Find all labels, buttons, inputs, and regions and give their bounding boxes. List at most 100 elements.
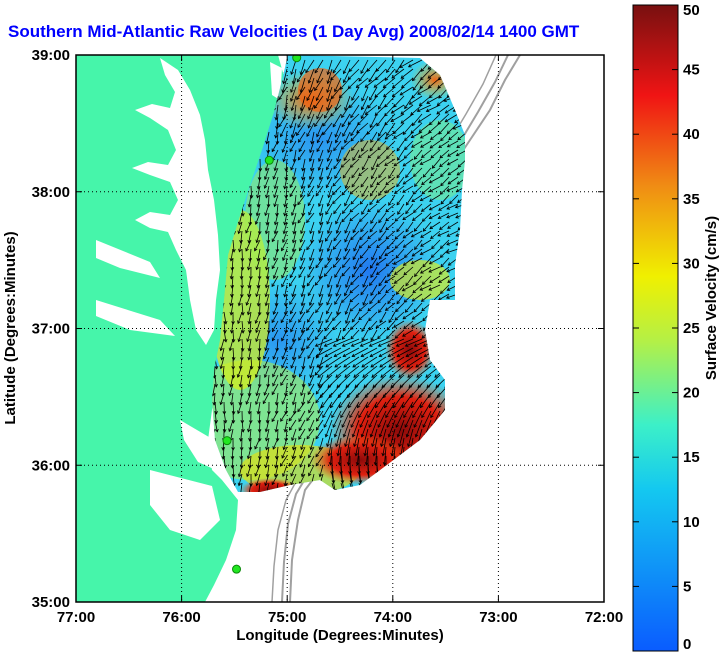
arrow-head xyxy=(264,230,269,235)
velocity-arrow xyxy=(337,437,342,456)
velocity-arrow xyxy=(307,104,315,119)
velocity-arrow xyxy=(308,464,315,476)
velocity-arrow xyxy=(431,239,441,249)
velocity-arrow xyxy=(248,194,252,207)
arrow-head xyxy=(378,282,382,287)
arrow-head xyxy=(291,293,295,298)
velocity-arrow xyxy=(333,239,342,250)
velocity-arrow xyxy=(300,383,306,396)
velocity-arrow xyxy=(393,158,405,167)
velocity-arrow xyxy=(298,104,306,119)
velocity-arrow xyxy=(346,437,351,456)
velocity-arrow xyxy=(406,194,414,206)
velocity-arrow xyxy=(405,347,423,357)
arrow-head xyxy=(407,64,412,68)
velocity-arrow xyxy=(375,392,387,408)
arrow-head xyxy=(394,317,399,321)
velocity-arrow xyxy=(429,194,441,202)
velocity-arrow xyxy=(429,212,441,219)
arrow-head xyxy=(325,238,329,242)
velocity-arrow xyxy=(437,113,450,125)
velocity-arrow xyxy=(293,257,297,270)
arrow-head xyxy=(306,97,310,101)
arrow-head xyxy=(452,108,457,112)
arrow-head xyxy=(440,263,444,268)
arrow-head xyxy=(386,335,390,340)
arrow-head xyxy=(359,263,363,268)
arrow-head xyxy=(317,410,321,414)
velocity-arrow xyxy=(221,374,225,387)
velocity-arrow xyxy=(440,239,450,249)
arrow-head xyxy=(343,292,348,297)
velocity-arrow xyxy=(331,86,342,99)
arrow-head xyxy=(272,275,277,279)
arrow-head xyxy=(379,229,383,234)
arrow-head xyxy=(420,144,424,148)
velocity-arrow xyxy=(285,428,288,441)
arrow-head xyxy=(343,364,347,368)
velocity-arrow xyxy=(273,167,279,180)
arrow-head xyxy=(440,182,444,187)
velocity-arrow xyxy=(333,257,342,268)
arrow-head xyxy=(378,255,383,260)
arrow-head xyxy=(280,319,285,324)
arrow-head xyxy=(414,246,418,251)
velocity-arrow xyxy=(232,401,235,415)
velocity-arrow xyxy=(397,149,405,161)
velocity-arrow xyxy=(284,419,288,432)
arrow-head xyxy=(387,433,392,438)
arrow-head xyxy=(390,118,395,123)
arrow-head xyxy=(406,364,410,368)
velocity-arrow xyxy=(231,284,234,297)
velocity-arrow xyxy=(369,113,378,128)
velocity-arrow xyxy=(377,203,387,213)
arrow-head xyxy=(402,189,406,193)
velocity-arrow xyxy=(314,365,324,376)
x-tick-label: 73:00 xyxy=(479,609,517,626)
velocity-arrow xyxy=(344,194,351,206)
arrow-head xyxy=(396,433,401,438)
arrow-head xyxy=(437,404,442,409)
arrow-head xyxy=(359,273,364,277)
arrow-head xyxy=(402,262,407,266)
velocity-arrow xyxy=(265,257,270,270)
velocity-arrow xyxy=(315,383,324,395)
arrow-head xyxy=(399,92,404,96)
velocity-arrow xyxy=(326,131,333,144)
velocity-arrow xyxy=(388,167,396,179)
arrow-head xyxy=(345,320,349,325)
arrow-head xyxy=(388,202,392,206)
velocity-arrow xyxy=(369,338,387,347)
velocity-arrow xyxy=(446,212,459,218)
velocity-arrow xyxy=(358,401,369,418)
velocity-arrow xyxy=(319,284,324,297)
arrow-head xyxy=(457,164,462,168)
arrow-head xyxy=(257,231,262,235)
arrow-head xyxy=(457,136,461,141)
arrow-head xyxy=(341,336,346,340)
arrow-head xyxy=(371,374,375,378)
arrow-head xyxy=(412,191,417,195)
y-tick-label: 37:00 xyxy=(32,321,70,338)
velocity-arrow xyxy=(322,122,333,135)
velocity-arrow xyxy=(308,401,315,414)
arrow-head xyxy=(390,452,395,457)
arrow-head xyxy=(265,221,270,226)
arrow-head xyxy=(396,147,401,152)
velocity-arrow xyxy=(301,338,306,351)
arrow-head xyxy=(396,353,401,358)
arrow-head xyxy=(307,124,312,129)
velocity-arrow xyxy=(271,473,279,485)
velocity-arrow xyxy=(370,266,378,278)
arrow-head xyxy=(377,424,381,428)
velocity-arrow xyxy=(310,230,315,243)
arrow-head xyxy=(291,248,296,253)
velocity-arrow xyxy=(274,176,279,189)
velocity-arrow xyxy=(289,383,297,395)
arrow-head xyxy=(326,80,331,85)
arrow-head xyxy=(271,418,275,423)
velocity-arrow xyxy=(345,311,351,324)
velocity-arrow xyxy=(302,356,306,369)
velocity-arrow xyxy=(344,284,351,296)
arrow-head xyxy=(419,404,424,409)
